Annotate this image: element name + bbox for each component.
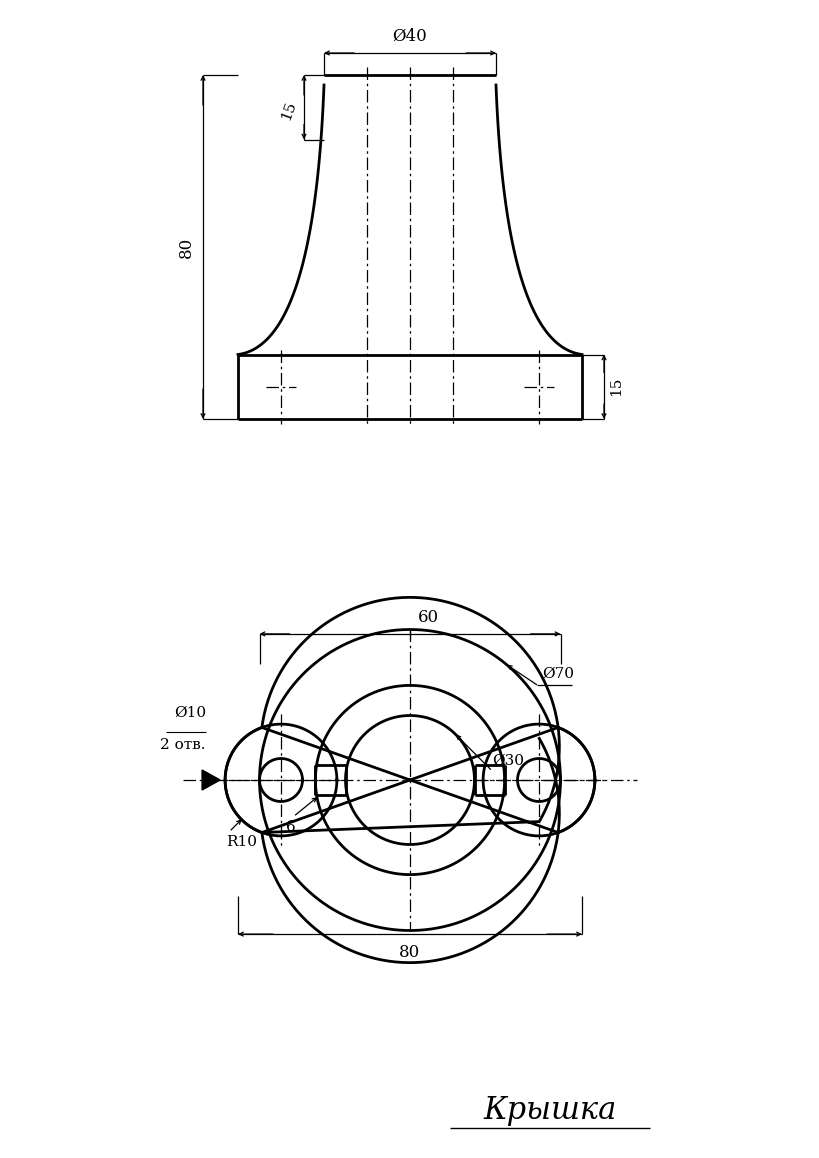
- Text: 80: 80: [178, 236, 195, 257]
- Text: R10: R10: [226, 835, 257, 849]
- Text: Ø40: Ø40: [392, 28, 428, 45]
- Polygon shape: [202, 770, 220, 790]
- Text: 2 отв.: 2 отв.: [161, 738, 206, 752]
- Text: 60: 60: [418, 609, 439, 626]
- Text: 15: 15: [279, 98, 299, 122]
- Text: 6: 6: [286, 820, 296, 834]
- Text: Ø30: Ø30: [492, 754, 525, 768]
- Text: Ø10: Ø10: [174, 706, 206, 720]
- Text: Ø70: Ø70: [541, 667, 574, 681]
- Text: 80: 80: [400, 944, 421, 961]
- Text: Крышка: Крышка: [483, 1094, 617, 1126]
- Text: 15: 15: [609, 378, 623, 396]
